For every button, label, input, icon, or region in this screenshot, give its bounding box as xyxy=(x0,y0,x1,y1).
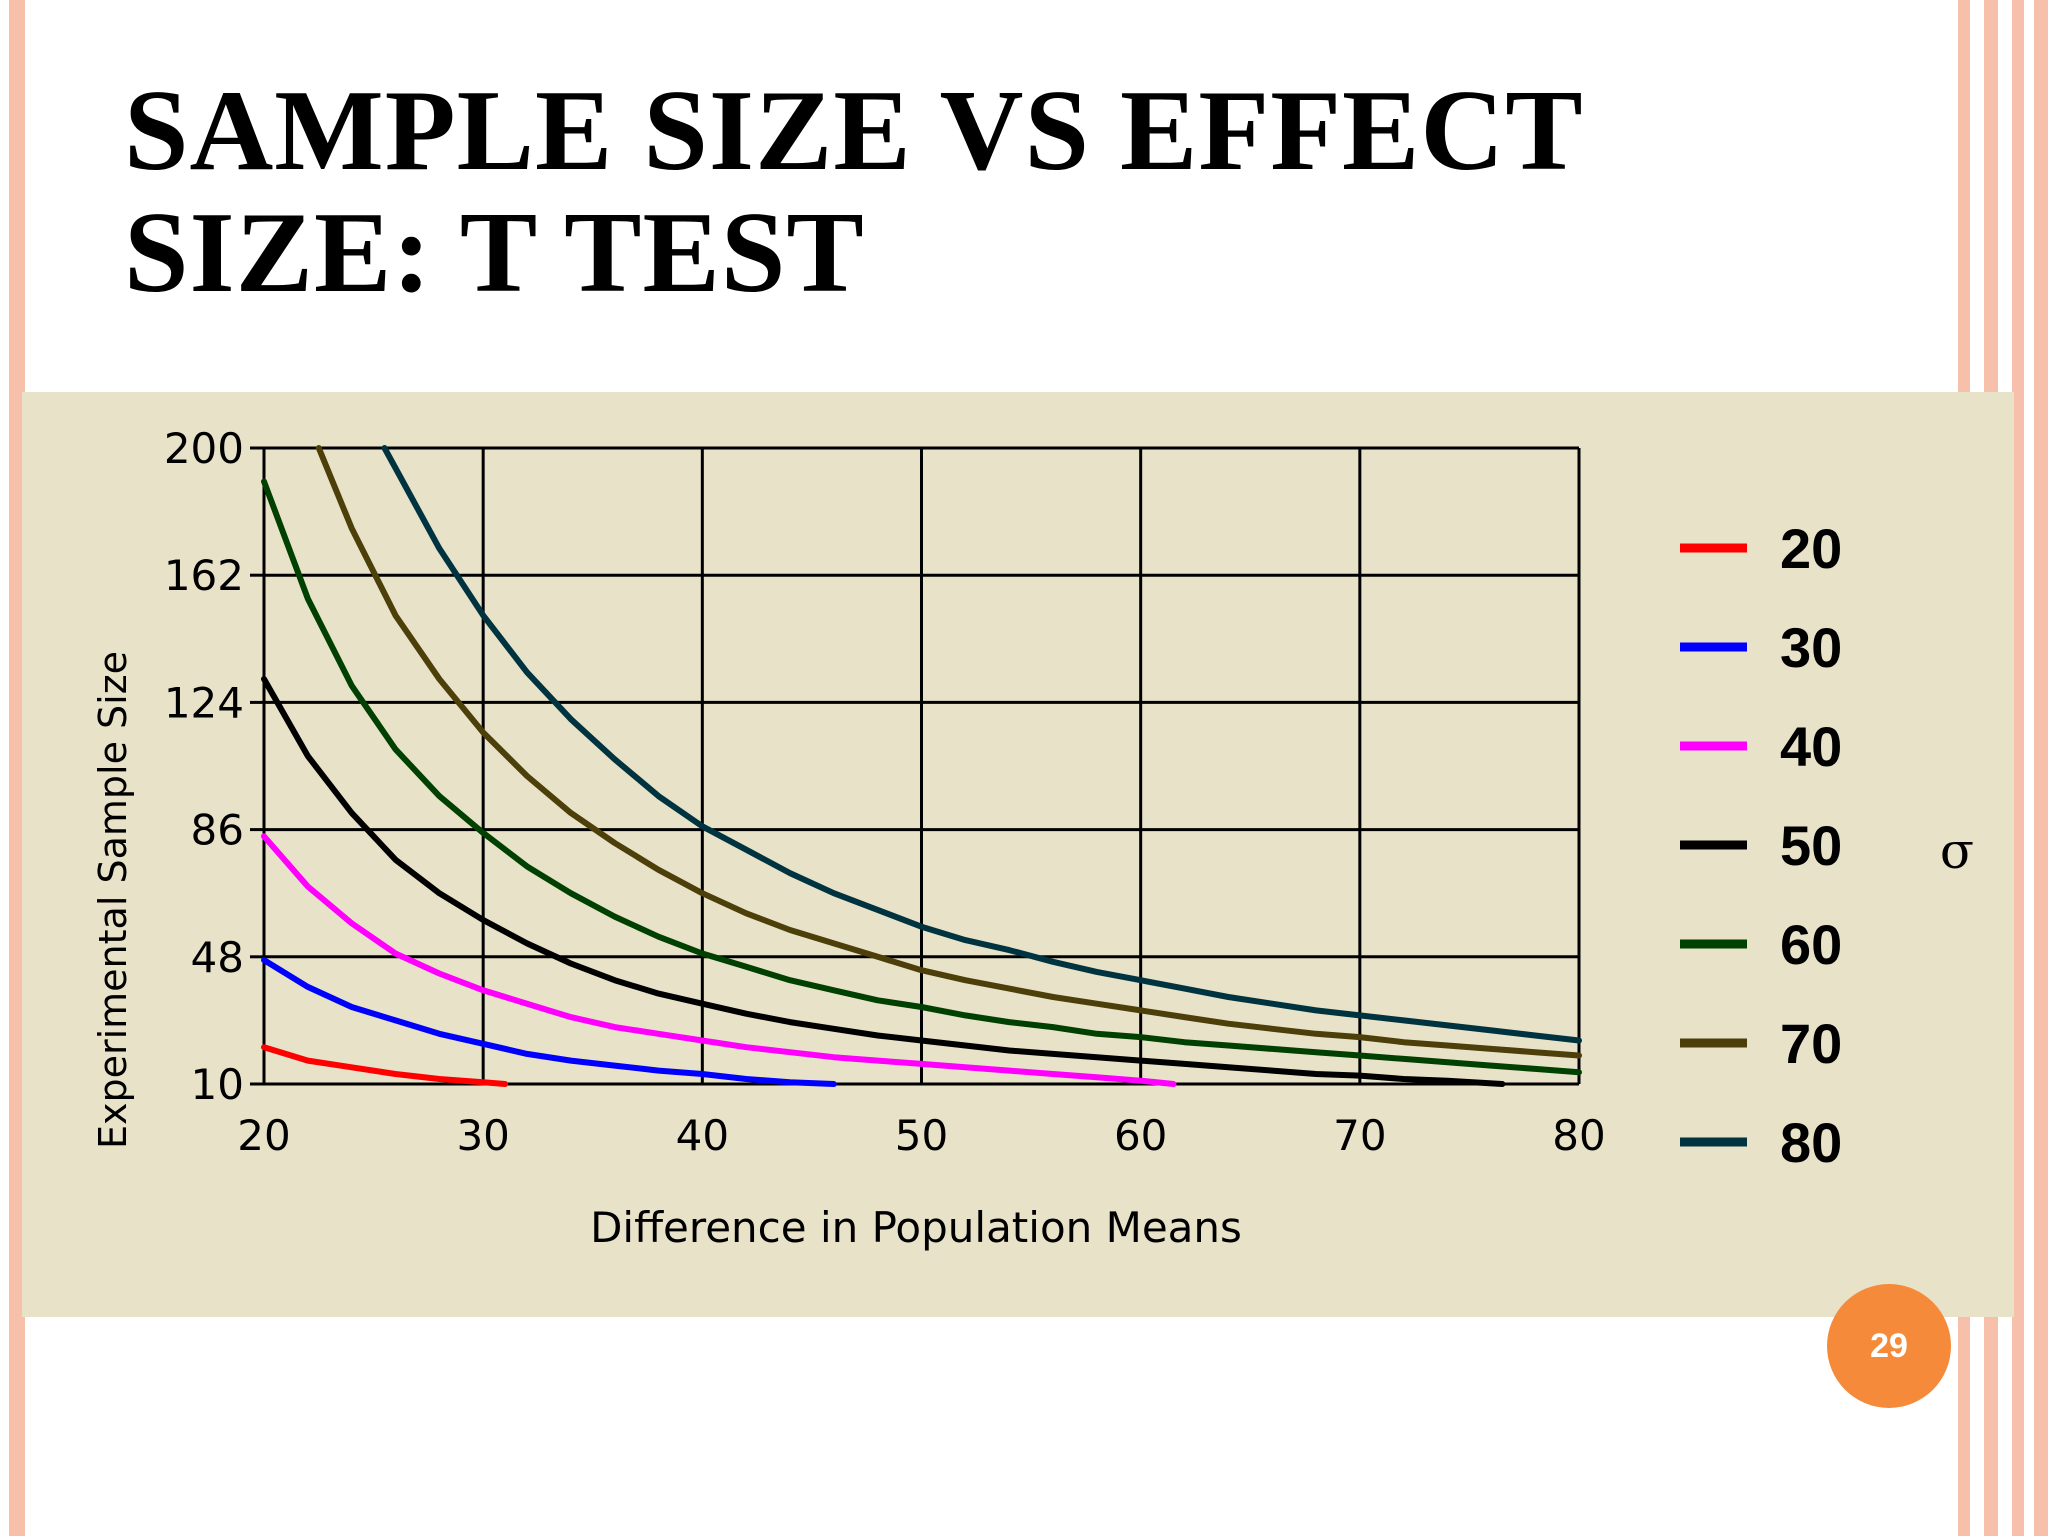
legend-label-80: 80 xyxy=(1780,1111,1842,1174)
legend-title-sigma: σ xyxy=(1940,822,1974,880)
legend-label-20: 20 xyxy=(1780,517,1842,580)
legend-label-40: 40 xyxy=(1780,715,1842,778)
y-tick-label-48: 48 xyxy=(191,933,244,982)
slide-title-line-1: SAMPLE SIZE VS EFFECT xyxy=(124,67,1584,195)
page-number: 29 xyxy=(1870,1326,1908,1365)
slide-title-line-2: SIZE: T TEST xyxy=(124,189,865,317)
x-tick-label-70: 70 xyxy=(1333,1111,1386,1160)
chart-svg: 20 30 40 50 60 70 80 10 48 86 124 162 200 Difference… xyxy=(22,392,2014,1317)
legend-label-70: 70 xyxy=(1780,1012,1842,1075)
page-number-badge: 29 xyxy=(1827,1284,1951,1408)
series-line-sigma-40 xyxy=(261,833,1177,1087)
y-axis-label: Experimental Sample Size xyxy=(91,651,135,1149)
chart-legend: 20 30 40 50 60 70 80 xyxy=(1680,517,1842,1174)
slide-title: SAMPLE SIZE VS EFFECT SIZE: T TEST xyxy=(124,70,1624,314)
left-decorative-bar xyxy=(9,0,25,1536)
series-line-sigma-80 xyxy=(381,445,1582,1044)
y-tick-label-200: 200 xyxy=(164,424,244,473)
x-tick-label-80: 80 xyxy=(1552,1111,1605,1160)
y-tick-label-162: 162 xyxy=(164,551,244,600)
y-tick-label-124: 124 xyxy=(164,678,244,727)
series-line-sigma-70 xyxy=(315,445,1582,1059)
chart-tick-labels: 20 30 40 50 60 70 80 10 48 86 124 162 200 xyxy=(164,424,1606,1160)
series-line-sigma-30 xyxy=(261,957,837,1087)
chart-background xyxy=(22,392,2014,1317)
x-tick-label-50: 50 xyxy=(895,1111,948,1160)
right-frame-stripe-4 xyxy=(2034,0,2048,1536)
x-tick-label-40: 40 xyxy=(676,1111,729,1160)
chart-series xyxy=(261,445,1582,1087)
x-tick-label-60: 60 xyxy=(1114,1111,1167,1160)
x-axis-label: Difference in Population Means xyxy=(590,1203,1242,1252)
legend-label-50: 50 xyxy=(1780,814,1842,877)
right-frame-stripe-3 xyxy=(2012,0,2024,1536)
legend-label-60: 60 xyxy=(1780,913,1842,976)
series-line-sigma-50 xyxy=(261,676,1506,1087)
series-line-sigma-60 xyxy=(261,478,1582,1076)
chart-panel: 20 30 40 50 60 70 80 10 48 86 124 162 200 Difference… xyxy=(22,392,2014,1317)
y-tick-label-86: 86 xyxy=(191,806,244,855)
x-tick-label-30: 30 xyxy=(456,1111,509,1160)
y-tick-label-10: 10 xyxy=(191,1060,244,1109)
series-line-sigma-20 xyxy=(261,1044,509,1087)
x-tick-label-20: 20 xyxy=(237,1111,290,1160)
legend-label-30: 30 xyxy=(1780,616,1842,679)
